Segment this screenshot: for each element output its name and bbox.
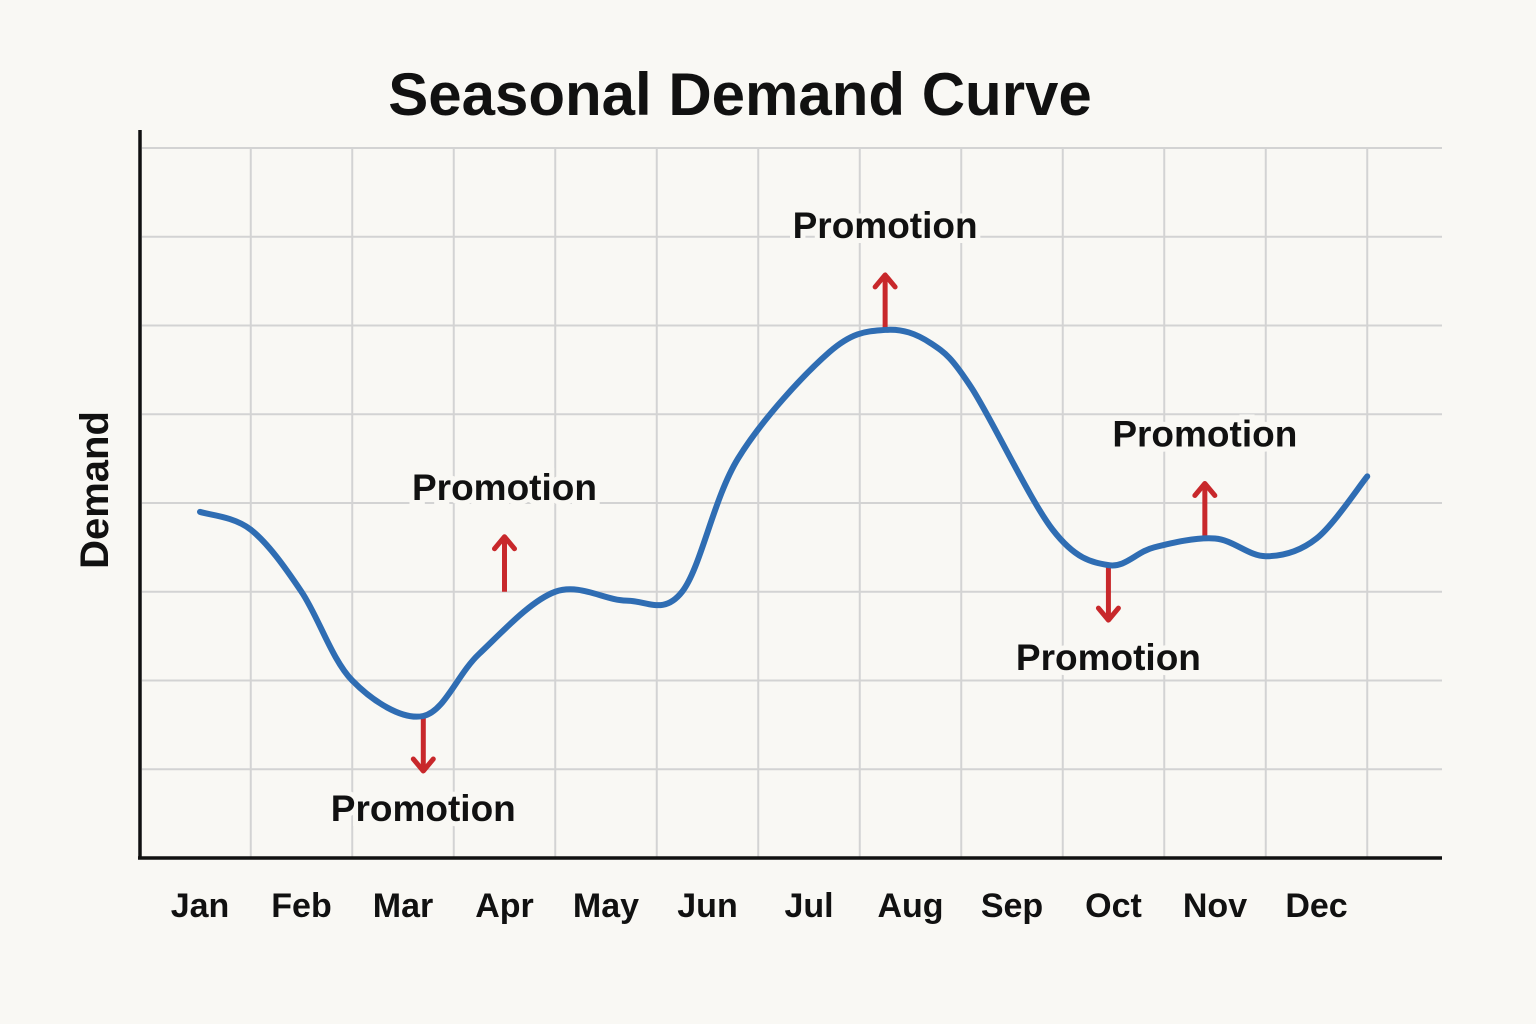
x-tick-labels: Jan Feb Mar Apr May Jun Jul Aug Sep Oct Nov Dec bbox=[171, 887, 1348, 925]
x-tick-label: Oct bbox=[1085, 887, 1142, 925]
x-tick-label: Jun bbox=[677, 887, 737, 925]
x-tick-label: Jan bbox=[171, 887, 230, 925]
x-tick-label: Aug bbox=[877, 887, 943, 925]
y-axis-label: Demand bbox=[73, 411, 117, 569]
promotion-arrow bbox=[492, 534, 517, 592]
promotion-label: Promotion bbox=[412, 467, 597, 508]
promotion-arrow bbox=[410, 716, 436, 774]
x-tick-label: Jul bbox=[784, 887, 833, 925]
x-tick-label: Mar bbox=[373, 887, 433, 925]
x-tick-label: May bbox=[573, 887, 639, 925]
promotion-label: Promotion bbox=[1112, 414, 1297, 455]
chart-title: Seasonal Demand Curve bbox=[388, 61, 1092, 128]
promotion-arrow bbox=[1095, 565, 1121, 623]
promotion-arrow bbox=[1192, 481, 1218, 539]
demand-series-line bbox=[197, 326, 1371, 720]
promotion-arrow bbox=[872, 272, 898, 330]
x-tick-label: Sep bbox=[981, 887, 1043, 925]
x-tick-label: Nov bbox=[1183, 887, 1247, 925]
annotation-labels: Promotion Promotion Promotion Promotion Prom… bbox=[326, 200, 1303, 834]
promotion-label: Promotion bbox=[1016, 637, 1201, 678]
promotion-label: Promotion bbox=[331, 788, 516, 829]
gridlines bbox=[142, 147, 1442, 858]
series-layer bbox=[197, 326, 1371, 720]
x-tick-label: Dec bbox=[1285, 887, 1347, 925]
annotation-arrows bbox=[410, 272, 1218, 774]
promotion-label: Promotion bbox=[793, 205, 978, 246]
x-tick-label: Apr bbox=[475, 887, 534, 925]
x-tick-label: Feb bbox=[271, 887, 331, 925]
